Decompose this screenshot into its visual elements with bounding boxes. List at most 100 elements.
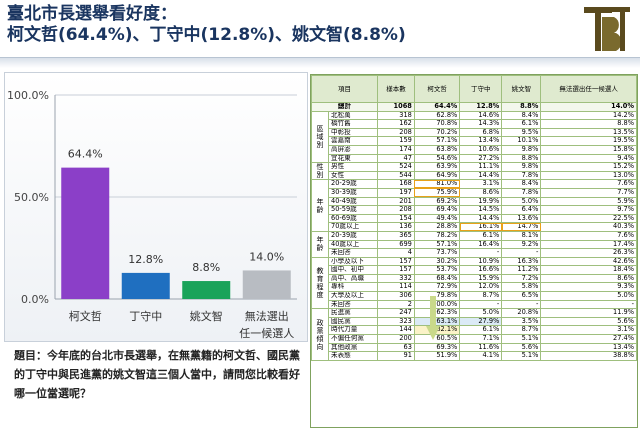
table-cell: 11.2% <box>501 265 542 275</box>
table-cell: 6.4% <box>501 205 542 215</box>
table-cell: 81.0% <box>413 179 461 189</box>
table-row: 高屏澎 174 63.8% 10.6% 9.8% 15.8% <box>312 144 637 155</box>
row-label: 高屏澎 <box>328 144 378 155</box>
table-cell: 17.4% <box>540 239 637 250</box>
row-label: 50-59歲 <box>328 205 378 215</box>
table-cell: 19.9% <box>459 196 503 207</box>
x-tick-label: 姚文智 <box>190 309 223 323</box>
group-label: 年齡 <box>311 179 329 232</box>
row-label: 未表態 <box>328 351 378 361</box>
table-cell: - <box>459 248 503 258</box>
table-cell: 22.5% <box>540 213 637 224</box>
group-label: 政黨傾向 <box>311 308 329 361</box>
table-cell: 3.1% <box>540 325 637 336</box>
table-cell: 4.1% <box>459 351 503 361</box>
table-row: 大學及以上 306 79.8% 8.7% 6.5% 5.0% <box>312 291 637 301</box>
table-cell: 57.1% <box>413 136 461 146</box>
table-cell: 5.6% <box>501 342 542 353</box>
table-row: 雲嘉南 159 57.1% 13.4% 10.1% 19.5% <box>312 136 637 146</box>
table-cell: 8.7% <box>459 291 503 301</box>
table-cell: - <box>540 299 637 310</box>
table-cell: 13.6% <box>501 213 542 224</box>
table-cell: 4 <box>377 248 415 258</box>
tbt-logo-icon <box>584 7 630 51</box>
bar <box>242 270 291 299</box>
group-label: 性別 <box>311 162 329 181</box>
table-cell: 15.2% <box>540 162 637 172</box>
table-cell: 11.1% <box>459 162 503 172</box>
table-cell: 20.8% <box>501 308 542 318</box>
table-row: 國中、初中 157 53.7% 16.6% 11.2% 18.4% <box>312 265 637 275</box>
table-cell: 14.3% <box>459 119 503 129</box>
table-cell: 5.1% <box>501 351 542 361</box>
table-cell: 64.4% <box>413 102 461 112</box>
data-label: 12.8% <box>128 253 163 266</box>
table-cell: 8.8% <box>540 119 637 129</box>
table-cell: 9.2% <box>501 239 542 250</box>
y-tick-label: 0.0% <box>21 293 49 306</box>
table-row: 50-59歲 208 69.4% 14.5% 6.4% 9.7% <box>312 205 637 215</box>
bar-chart: 0.0% 50.0% 100.0% 64.4% 柯文哲 12.8% 丁守中 8.8% 姚文智 14… <box>7 89 297 340</box>
table-cell: 8.6% <box>459 187 503 198</box>
row-label: 民進黨 <box>328 308 378 318</box>
page-title: 臺北市長選舉看好度： 柯文哲(64.4%)、丁守中(12.8%)、姚文智(8.8… <box>7 4 406 46</box>
data-label: 8.8% <box>192 261 220 274</box>
title-line-1: 臺北市長選舉看好度： <box>7 4 177 24</box>
table-cell: 8.1% <box>501 230 542 241</box>
table-cell: 6.5% <box>501 291 542 301</box>
table-cell: 6.1% <box>459 230 503 241</box>
table-cell: 19.5% <box>540 136 637 146</box>
row-label: 其他政黨 <box>328 342 378 353</box>
table-cell: 306 <box>377 291 415 301</box>
table-cell: 75.9% <box>413 187 461 198</box>
table-row: 年齡 20-29歲 168 81.0% 3.1% 8.4% 7.6% <box>311 179 637 232</box>
table-cell: 62.8% <box>413 110 461 121</box>
table-row: 未回答 2 100.0% - - - <box>312 299 637 310</box>
table-cell: 72.9% <box>413 282 461 293</box>
table-cell: 70.8% <box>413 119 461 129</box>
table-cell: 14.0% <box>540 102 637 112</box>
table-row: 政黨傾向 民進黨 247 62.3% 5.0% 20.8% 11.9% <box>311 308 637 361</box>
table-cell: 27.9% <box>459 316 503 327</box>
table-cell: 10.6% <box>459 144 503 155</box>
row-label: 大學及以上 <box>328 291 378 301</box>
table-cell: 91 <box>377 351 415 361</box>
header-shadow <box>0 58 640 68</box>
table-row: 40歲以上 699 57.1% 16.4% 9.2% 17.4% <box>312 239 637 250</box>
table-cell: 11.9% <box>540 308 637 318</box>
table-cell: 12.0% <box>459 282 503 293</box>
table-cell: 200 <box>377 334 415 344</box>
table-cell: 10.1% <box>501 136 542 146</box>
table-cell: 18.4% <box>540 265 637 275</box>
bar <box>121 272 170 299</box>
table-cell: 1068 <box>377 102 415 112</box>
table-cell: 699 <box>377 239 415 250</box>
table-cell: 54.6% <box>413 153 461 164</box>
table-cell: 15.8% <box>540 144 637 155</box>
header-sample: 樣本數 <box>377 75 415 103</box>
header-ko: 柯文哲 <box>413 75 461 103</box>
table-cell: 47 <box>377 153 415 164</box>
table-cell: 27.4% <box>540 334 637 344</box>
crosstab-table-panel: 項目 樣本數 柯文哲 丁守中 姚文智 無法選出任一候選人 總計 1068 64.4%… <box>310 74 638 428</box>
table-cell: 73.7% <box>413 248 461 258</box>
table-cell: 16.3% <box>501 256 542 267</box>
table-row-total: 總計 1068 64.4% 12.8% 8.8% 14.0% <box>311 102 637 112</box>
table-cell: 323 <box>377 316 415 327</box>
header-none: 無法選出任一候選人 <box>540 75 637 103</box>
table-cell: 5.9% <box>540 196 637 207</box>
table-row: 區域別 北松萬 318 62.8% 14.6% 8.4% 14.2% <box>311 110 637 164</box>
row-label: 70歲以上 <box>328 222 378 232</box>
row-label: 20-39歲 <box>328 230 378 241</box>
header-divider <box>0 57 640 58</box>
table-cell: 7.2% <box>501 273 542 284</box>
row-label: 高中、高職 <box>328 273 378 284</box>
table-cell: 78.2% <box>413 230 461 241</box>
table-row: 女性 544 64.9% 14.4% 7.8% 13.0% <box>312 170 637 181</box>
table-cell: 9.8% <box>501 144 542 155</box>
x-tick-label: 無法選出 <box>245 309 289 323</box>
row-label: 不偏任何黨 <box>328 334 378 344</box>
table-cell: 136 <box>377 222 415 232</box>
table-cell: 197 <box>377 187 415 198</box>
table-cell: 144 <box>377 325 415 336</box>
